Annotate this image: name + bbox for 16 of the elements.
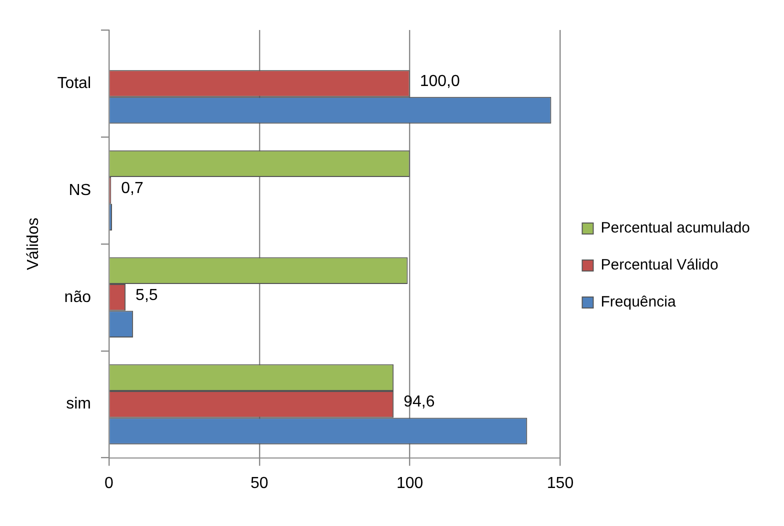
- data-label: 5,5: [136, 286, 158, 304]
- legend-label: Frequência: [600, 294, 676, 311]
- data-label: 100,0: [420, 72, 460, 90]
- legend-label: Percentual acumulado: [600, 220, 750, 237]
- x-tick-label: 50: [250, 474, 268, 492]
- y-tick-label: sim: [66, 396, 91, 413]
- y-axis-title: Válidos: [25, 218, 42, 270]
- y-tick-label: NS: [68, 182, 91, 199]
- data-label: 0,7: [121, 180, 144, 197]
- x-tick-label: 150: [546, 474, 574, 492]
- data-label: 94,6: [404, 394, 435, 411]
- y-tick-label: Total: [57, 74, 91, 92]
- x-tick-label: 100: [396, 474, 424, 492]
- legend-label: Percentual Válido: [600, 256, 718, 274]
- x-tick-label: 0: [104, 474, 114, 492]
- y-tick-label: não: [64, 288, 92, 306]
